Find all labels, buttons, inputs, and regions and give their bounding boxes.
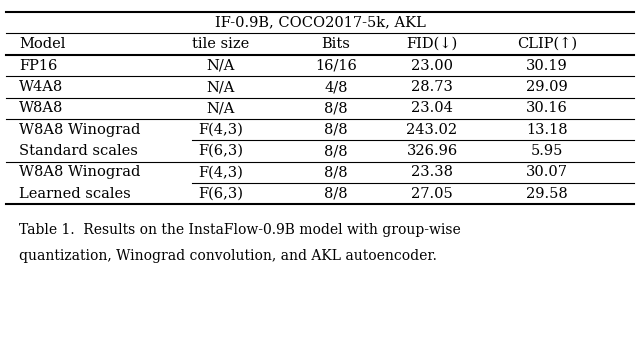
Text: W8A8 Winograd: W8A8 Winograd xyxy=(19,123,141,137)
Text: 30.16: 30.16 xyxy=(526,101,568,115)
Text: 13.18: 13.18 xyxy=(526,123,568,137)
Text: 326.96: 326.96 xyxy=(406,144,458,158)
Text: FID(↓): FID(↓) xyxy=(406,37,458,51)
Text: 243.02: 243.02 xyxy=(406,123,458,137)
Text: 23.04: 23.04 xyxy=(411,101,453,115)
Text: 8/8: 8/8 xyxy=(324,144,348,158)
Text: IF-0.9B, COCO2017-5k, AKL: IF-0.9B, COCO2017-5k, AKL xyxy=(214,15,426,29)
Text: 23.38: 23.38 xyxy=(411,165,453,179)
Text: 23.00: 23.00 xyxy=(411,59,453,73)
Text: W8A8 Winograd: W8A8 Winograd xyxy=(19,165,141,179)
Text: F(4,3): F(4,3) xyxy=(198,123,243,137)
Text: F(6,3): F(6,3) xyxy=(198,187,243,201)
Text: 29.09: 29.09 xyxy=(526,80,568,94)
Text: W8A8: W8A8 xyxy=(19,101,63,115)
Text: tile size: tile size xyxy=(192,37,250,51)
Text: F(4,3): F(4,3) xyxy=(198,165,243,179)
Text: 4/8: 4/8 xyxy=(324,80,348,94)
Text: 8/8: 8/8 xyxy=(324,123,348,137)
Text: Model: Model xyxy=(19,37,65,51)
Text: 5.95: 5.95 xyxy=(531,144,563,158)
Text: 29.58: 29.58 xyxy=(526,187,568,201)
Text: N/A: N/A xyxy=(207,101,235,115)
Text: 30.19: 30.19 xyxy=(526,59,568,73)
Text: Standard scales: Standard scales xyxy=(19,144,138,158)
Text: F(6,3): F(6,3) xyxy=(198,144,243,158)
Text: W4A8: W4A8 xyxy=(19,80,63,94)
Text: 8/8: 8/8 xyxy=(324,187,348,201)
Text: CLIP(↑): CLIP(↑) xyxy=(517,37,577,51)
Text: 28.73: 28.73 xyxy=(411,80,453,94)
Text: 30.07: 30.07 xyxy=(526,165,568,179)
Text: 8/8: 8/8 xyxy=(324,165,348,179)
Text: Bits: Bits xyxy=(321,37,351,51)
Text: N/A: N/A xyxy=(207,59,235,73)
Text: 8/8: 8/8 xyxy=(324,101,348,115)
Text: 16/16: 16/16 xyxy=(315,59,357,73)
Text: Table 1.  Results on the InstaFlow-0.9B model with group-wise: Table 1. Results on the InstaFlow-0.9B m… xyxy=(19,224,461,237)
Text: FP16: FP16 xyxy=(19,59,58,73)
Text: N/A: N/A xyxy=(207,80,235,94)
Text: Learned scales: Learned scales xyxy=(19,187,131,201)
Text: 27.05: 27.05 xyxy=(411,187,453,201)
Text: quantization, Winograd convolution, and AKL autoencoder.: quantization, Winograd convolution, and … xyxy=(19,249,437,263)
